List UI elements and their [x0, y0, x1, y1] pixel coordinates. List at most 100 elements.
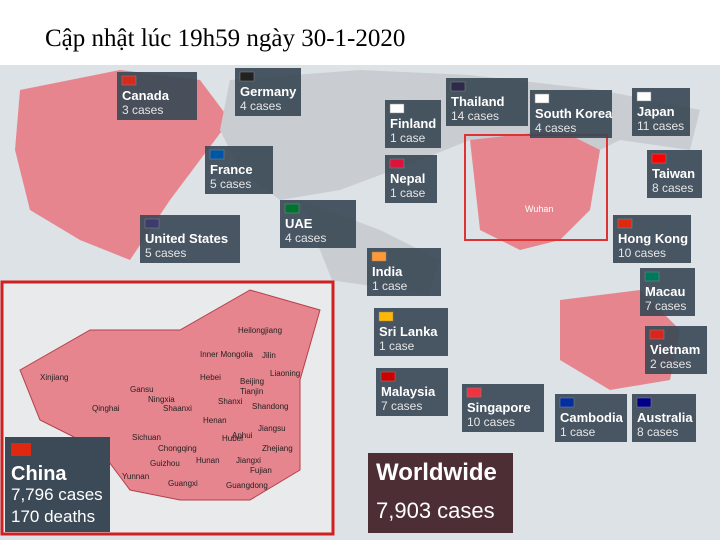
- country-cases: 8 cases: [637, 425, 678, 439]
- country-name: Sri Lanka: [379, 324, 438, 339]
- flag: [617, 218, 633, 229]
- province-label: Guangdong: [226, 481, 268, 490]
- country-name: South Korea: [535, 106, 613, 121]
- province-label: Shandong: [252, 402, 288, 411]
- country-cases: 4 cases: [535, 121, 576, 135]
- page-title: Cập nhật lúc 19h59 ngày 30-1-2020: [45, 25, 405, 52]
- flag: [378, 311, 394, 322]
- flag: [636, 91, 652, 102]
- country-cases: 4 cases: [285, 231, 326, 245]
- country-cases: 1 case: [379, 339, 415, 353]
- province-label: Beijing: [240, 377, 264, 386]
- worldwide-bg: [368, 453, 513, 533]
- province-label: Shanxi: [218, 397, 243, 406]
- province-label: Guizhou: [150, 459, 180, 468]
- province-label: Qinghai: [92, 404, 120, 413]
- flag: [651, 153, 667, 164]
- province-label: Inner Mongolia: [200, 350, 253, 359]
- china-name: China: [11, 463, 67, 485]
- country-name: Japan: [637, 104, 675, 119]
- country-cases: 1 case: [560, 425, 596, 439]
- country-cases: 8 cases: [652, 181, 693, 195]
- province-label: Liaoning: [270, 369, 300, 378]
- flag: [284, 203, 300, 214]
- province-label: Xinjiang: [40, 373, 68, 382]
- country-name: Malaysia: [381, 384, 436, 399]
- country-name: Macau: [645, 284, 686, 299]
- country-cases: 14 cases: [451, 109, 499, 123]
- country-name: United States: [145, 231, 228, 246]
- flag: [649, 329, 665, 340]
- country-name: Germany: [240, 84, 297, 99]
- province-label: Anhui: [232, 431, 253, 440]
- flag: [636, 397, 652, 408]
- country-cases: 10 cases: [467, 415, 515, 429]
- flag: [450, 81, 466, 92]
- worldwide-box: Worldwide 7,903 cases: [368, 453, 513, 533]
- country-cases: 11 cases: [637, 119, 684, 133]
- flag: [121, 75, 137, 86]
- country-name: Taiwan: [652, 166, 695, 181]
- country-name: Cambodia: [560, 410, 624, 425]
- province-label: Henan: [203, 416, 227, 425]
- flag: [534, 93, 550, 104]
- country-cases: 4 cases: [240, 99, 281, 113]
- country-cases: 1 case: [390, 131, 426, 145]
- province-label: Tianjin: [240, 387, 263, 396]
- flag: [644, 271, 660, 282]
- province-label: Yunnan: [122, 472, 149, 481]
- worldwide-label: Worldwide: [376, 459, 497, 486]
- province-label: Heilongjiang: [238, 326, 282, 335]
- country-name: Australia: [637, 410, 693, 425]
- province-label: Fujian: [250, 466, 272, 475]
- flag: [209, 149, 225, 160]
- country-cases: 1 case: [390, 186, 426, 200]
- country-cases: 10 cases: [618, 246, 666, 260]
- worldwide-cases: 7,903 cases: [376, 498, 495, 523]
- province-label: Guangxi: [168, 479, 198, 488]
- china-box: China 7,796 cases 170 deaths: [5, 437, 110, 532]
- country-cases: 2 cases: [650, 357, 691, 371]
- country-name: Thailand: [451, 94, 505, 109]
- china-cases: 7,796 cases: [11, 485, 103, 504]
- province-label: Jiangsu: [258, 424, 286, 433]
- province-label: Hebei: [200, 373, 221, 382]
- province-label: Hubei: [222, 434, 243, 443]
- country-name: India: [372, 264, 403, 279]
- country-name: Singapore: [467, 400, 531, 415]
- flag: [466, 387, 482, 398]
- country-name: Canada: [122, 88, 170, 103]
- flag: [380, 371, 396, 382]
- province-label: Chongqing: [158, 444, 197, 453]
- country-cases: 1 case: [372, 279, 408, 293]
- country-name: France: [210, 162, 253, 177]
- province-label: Shaanxi: [163, 404, 192, 413]
- wuhan-label: Wuhan: [525, 204, 553, 214]
- country-cases: 7 cases: [645, 299, 686, 313]
- flag: [389, 103, 405, 114]
- province-label: Gansu: [130, 385, 154, 394]
- province-label: Zhejiang: [262, 444, 293, 453]
- province-label: Jilin: [262, 351, 276, 360]
- country-name: UAE: [285, 216, 313, 231]
- china-deaths: 170 deaths: [11, 507, 95, 526]
- country-name: Finland: [390, 116, 436, 131]
- country-name: Nepal: [390, 171, 425, 186]
- flag: [11, 443, 31, 456]
- provinces: Heilongjiang Inner Mongolia Jilin Xinjiang L…: [40, 326, 300, 490]
- country-cases: 3 cases: [122, 103, 163, 117]
- country-name: Hong Kong: [618, 231, 688, 246]
- country-cases: 5 cases: [145, 246, 186, 260]
- country-name: Vietnam: [650, 342, 700, 357]
- china-main: [470, 130, 600, 250]
- flag: [389, 158, 405, 169]
- flag: [239, 71, 255, 82]
- province-label: Jiangxi: [236, 456, 261, 465]
- country-cases: 7 cases: [381, 399, 422, 413]
- flag: [371, 251, 387, 262]
- province-label: Ningxia: [148, 395, 175, 404]
- province-label: Sichuan: [132, 433, 161, 442]
- province-label: Hunan: [196, 456, 220, 465]
